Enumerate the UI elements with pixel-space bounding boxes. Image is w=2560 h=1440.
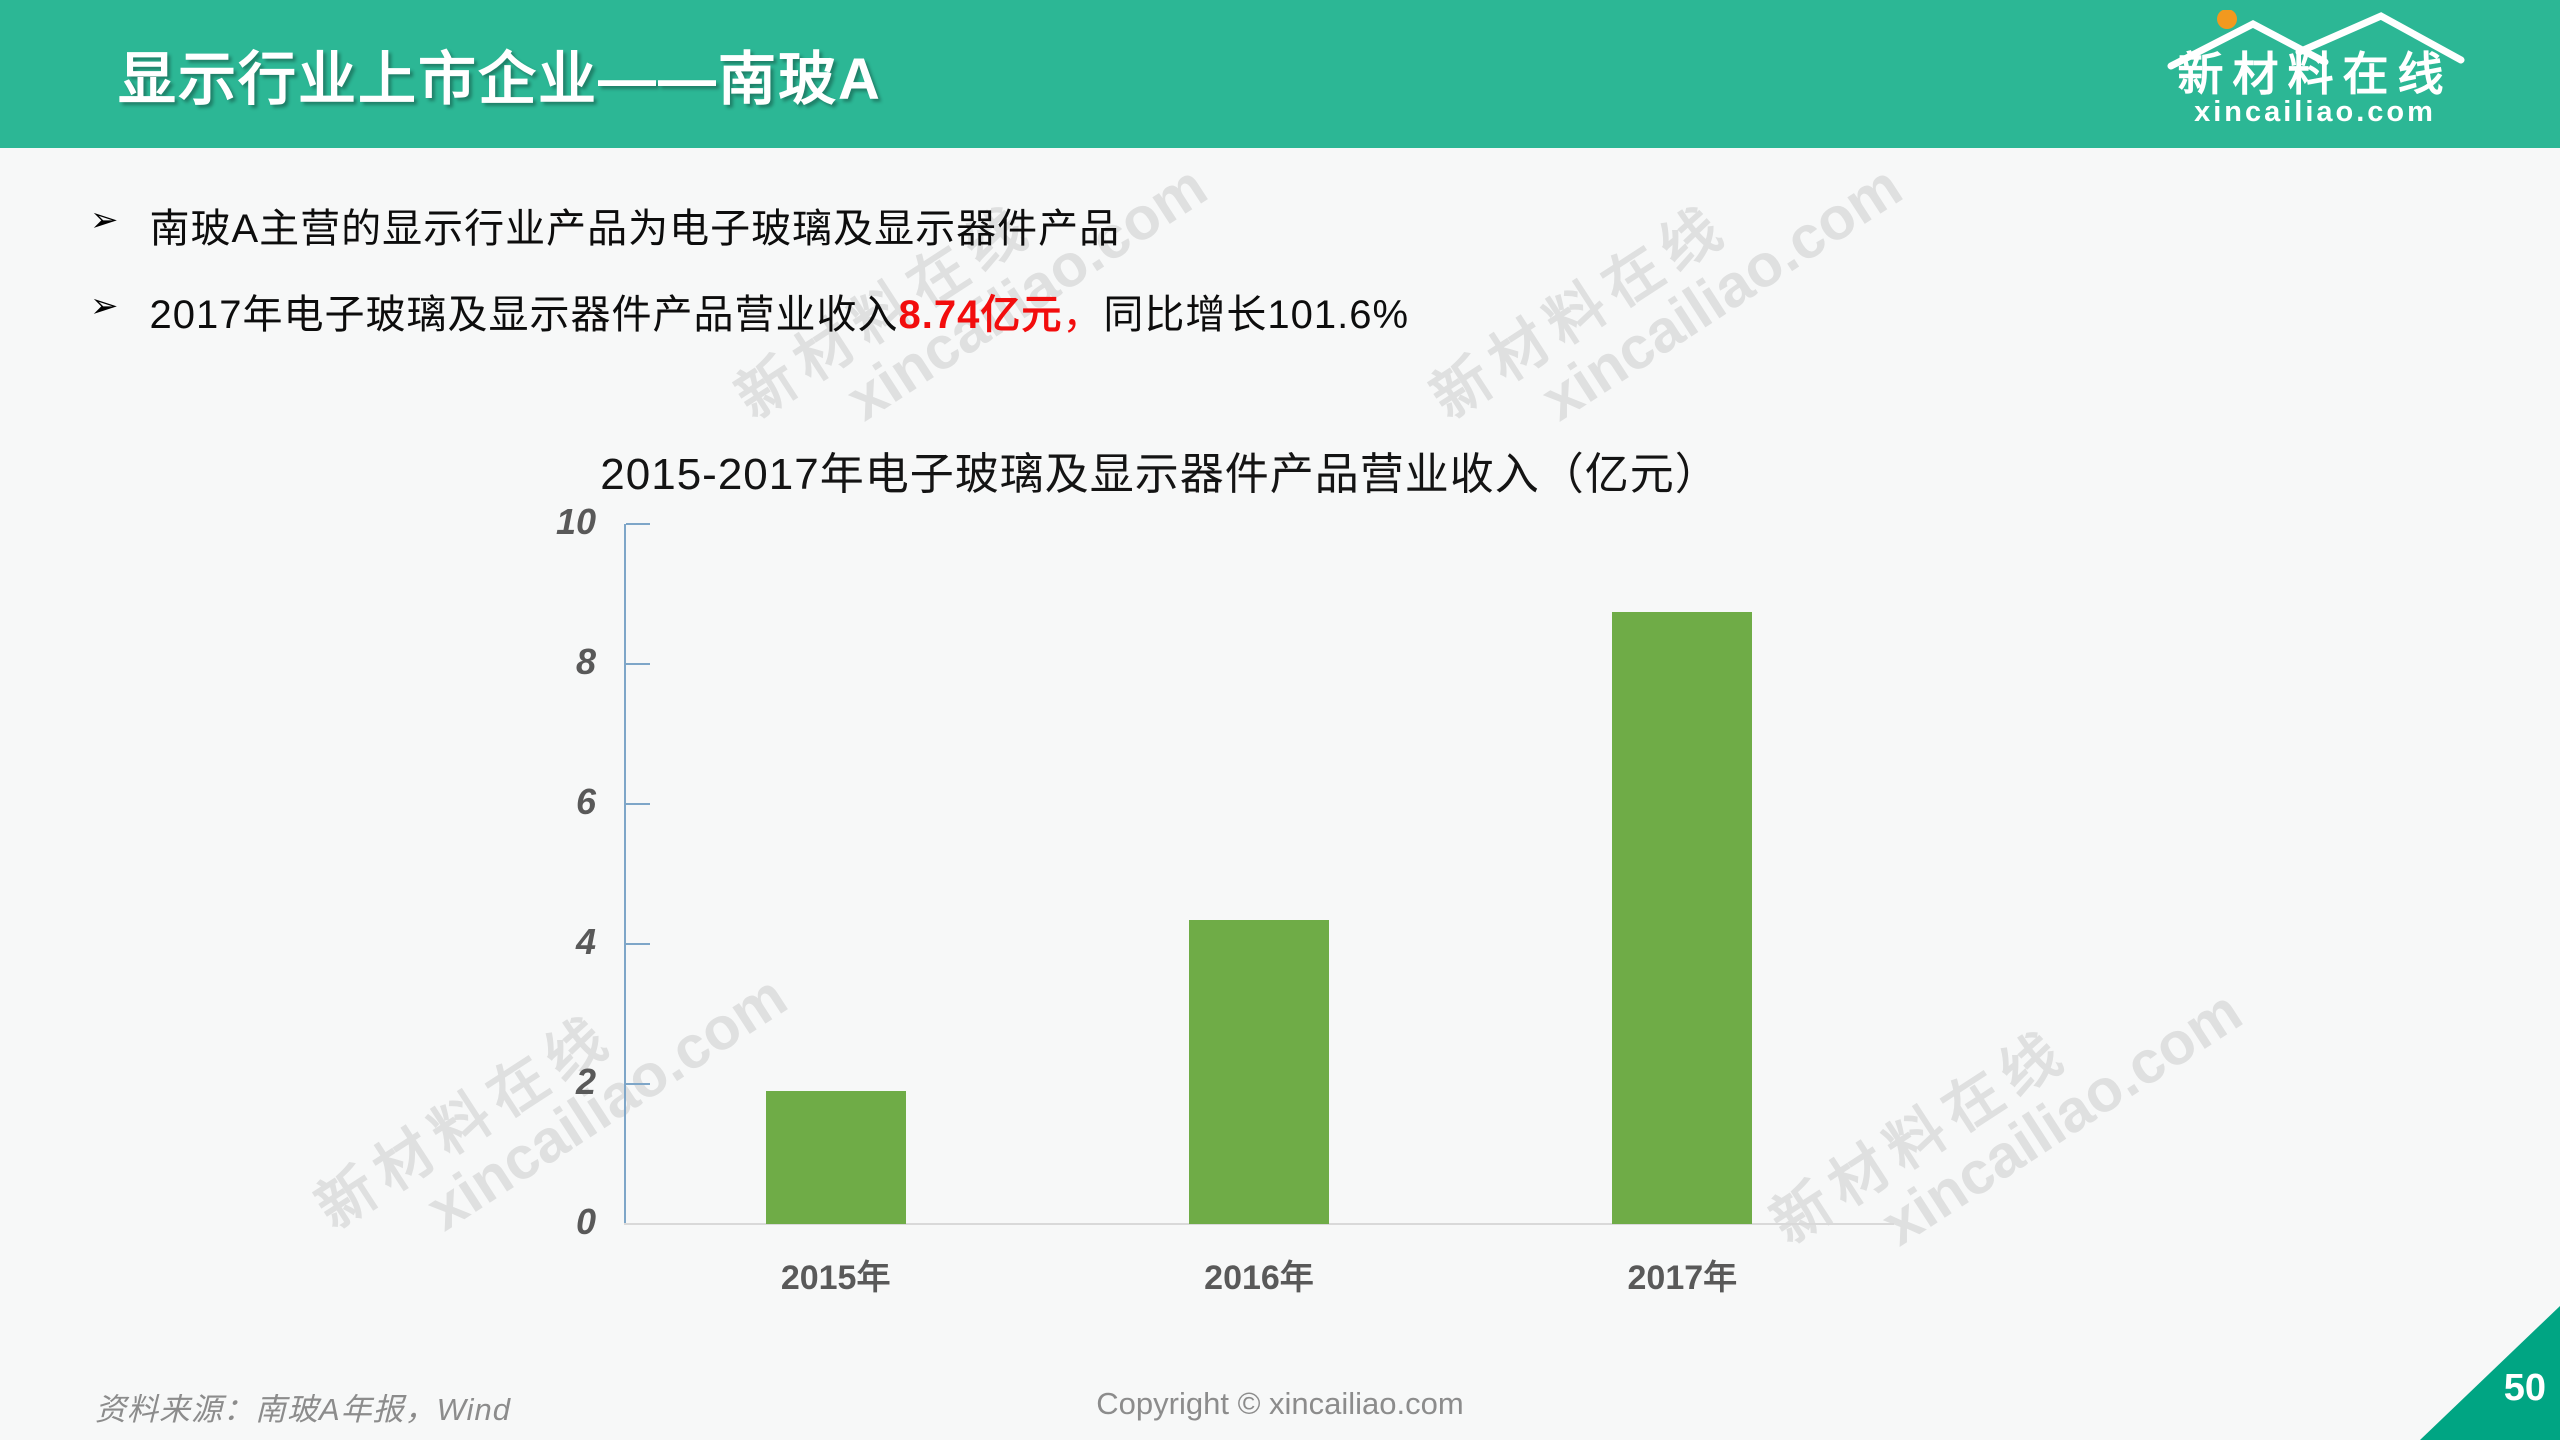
- plot-area: 0 2 4 6 8 10 2015年 2016年 2017年: [556, 501, 1894, 1297]
- bullet2-prefix: 2017年电子玻璃及显示器件产品营业收入: [149, 293, 899, 337]
- logo-domain: xincailiao.com: [2194, 96, 2436, 128]
- bullet-arrow-icon: ➢: [90, 201, 120, 239]
- x-axis-label: 2016年: [1204, 1259, 1314, 1297]
- y-axis-line: [624, 524, 626, 1224]
- x-axis-label: 2017年: [1627, 1259, 1738, 1297]
- copyright-text: Copyright © xincailiao.com: [1096, 1386, 1464, 1421]
- y-axis-label: 4: [575, 921, 596, 962]
- bullet-item-2: ➢ 2017年电子玻璃及显示器件产品营业收入8.74亿元，同比增长101.6%: [90, 282, 1409, 340]
- x-axis-line: [624, 1223, 1894, 1225]
- logo-roof-icon: [2167, 10, 2465, 70]
- corner-triangle: 50: [2420, 1306, 2560, 1440]
- y-axis-label: 6: [575, 781, 596, 822]
- y-axis-label: 8: [575, 641, 596, 682]
- chart-title: 2015-2017年电子玻璃及显示器件产品营业收入（亿元）: [600, 450, 1720, 499]
- y-axis-tick: [626, 663, 650, 665]
- y-axis-label: 10: [555, 501, 596, 542]
- header-bar: 显示行业上市企业——南玻A: [0, 0, 2560, 148]
- bullet2-highlight: 8.74亿元: [898, 293, 1063, 337]
- bullet-text-1: 南玻A主营的显示行业产品为电子玻璃及显示器件产品: [149, 207, 1121, 251]
- y-axis-tick: [626, 803, 650, 805]
- y-axis-tick: [626, 523, 650, 525]
- bullet-item-1: ➢ 南玻A主营的显示行业产品为电子玻璃及显示器件产品: [90, 196, 1120, 254]
- y-axis-tick: [626, 1083, 650, 1085]
- source-note: 资料来源：南玻A年报，Wind: [95, 1392, 512, 1427]
- watermark-line2: xincailiao.com: [1529, 151, 1914, 434]
- y-axis-label: 2: [575, 1061, 596, 1102]
- bullet-text-2: 2017年电子玻璃及显示器件产品营业收入8.74亿元，同比增长101.6%: [150, 282, 1410, 340]
- bar-2015年: [765, 1091, 906, 1224]
- bullet-arrow-icon: ➢: [90, 287, 120, 325]
- bar-2016年: [1189, 920, 1329, 1224]
- bullet2-comma: ，: [1062, 293, 1104, 337]
- logo-name: 新材料在线: [2177, 48, 2453, 100]
- watermark-line2: xincailiao.com: [1869, 976, 2254, 1259]
- bar-2017年: [1612, 612, 1753, 1224]
- bullet2-suffix: 同比增长101.6%: [1103, 293, 1410, 337]
- page-title: 显示行业上市企业——南玻A: [118, 47, 882, 112]
- page-number: 50: [2503, 1367, 2546, 1409]
- logo-dot-icon: [2217, 10, 2237, 29]
- logo: 新材料在线 xincailiao.com: [2165, 10, 2465, 138]
- y-axis-label: 0: [575, 1201, 596, 1242]
- y-axis-tick: [626, 943, 650, 945]
- x-axis-label: 2015年: [780, 1259, 891, 1297]
- watermark: 新材料在线 xincailiao.com: [1412, 89, 1914, 484]
